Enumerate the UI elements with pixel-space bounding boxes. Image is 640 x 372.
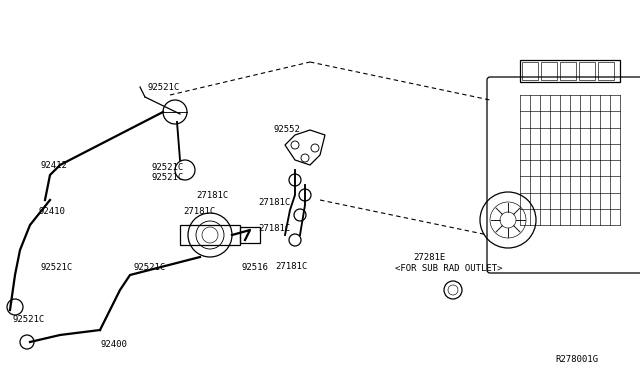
- Text: 27181C: 27181C: [196, 191, 228, 200]
- Text: R278001G: R278001G: [555, 355, 598, 364]
- Text: 92412: 92412: [40, 161, 67, 170]
- Bar: [598, 62, 614, 80]
- Bar: [180, 225, 240, 245]
- Text: 27181C: 27181C: [275, 262, 307, 271]
- Text: 92521C: 92521C: [152, 163, 184, 172]
- Bar: [541, 62, 557, 80]
- Text: 27281E: 27281E: [413, 253, 445, 262]
- Text: 92521C: 92521C: [40, 263, 72, 272]
- Bar: [560, 62, 576, 80]
- Bar: [240, 227, 260, 243]
- Bar: [520, 60, 620, 82]
- Text: 92400: 92400: [100, 340, 127, 349]
- Text: 92521C: 92521C: [148, 83, 180, 92]
- Text: 27181C: 27181C: [258, 198, 291, 207]
- Text: 27181C: 27181C: [183, 207, 215, 216]
- Text: <FOR SUB RAD OUTLET>: <FOR SUB RAD OUTLET>: [395, 264, 502, 273]
- Text: 92521C: 92521C: [152, 173, 184, 182]
- Text: 92552: 92552: [274, 125, 301, 134]
- Bar: [522, 62, 538, 80]
- Text: 27181C: 27181C: [258, 224, 291, 233]
- Bar: [579, 62, 595, 80]
- Text: 92521C: 92521C: [133, 263, 165, 272]
- Text: 92521C: 92521C: [12, 315, 44, 324]
- Text: 92410: 92410: [38, 207, 65, 216]
- Text: 92516: 92516: [242, 263, 269, 272]
